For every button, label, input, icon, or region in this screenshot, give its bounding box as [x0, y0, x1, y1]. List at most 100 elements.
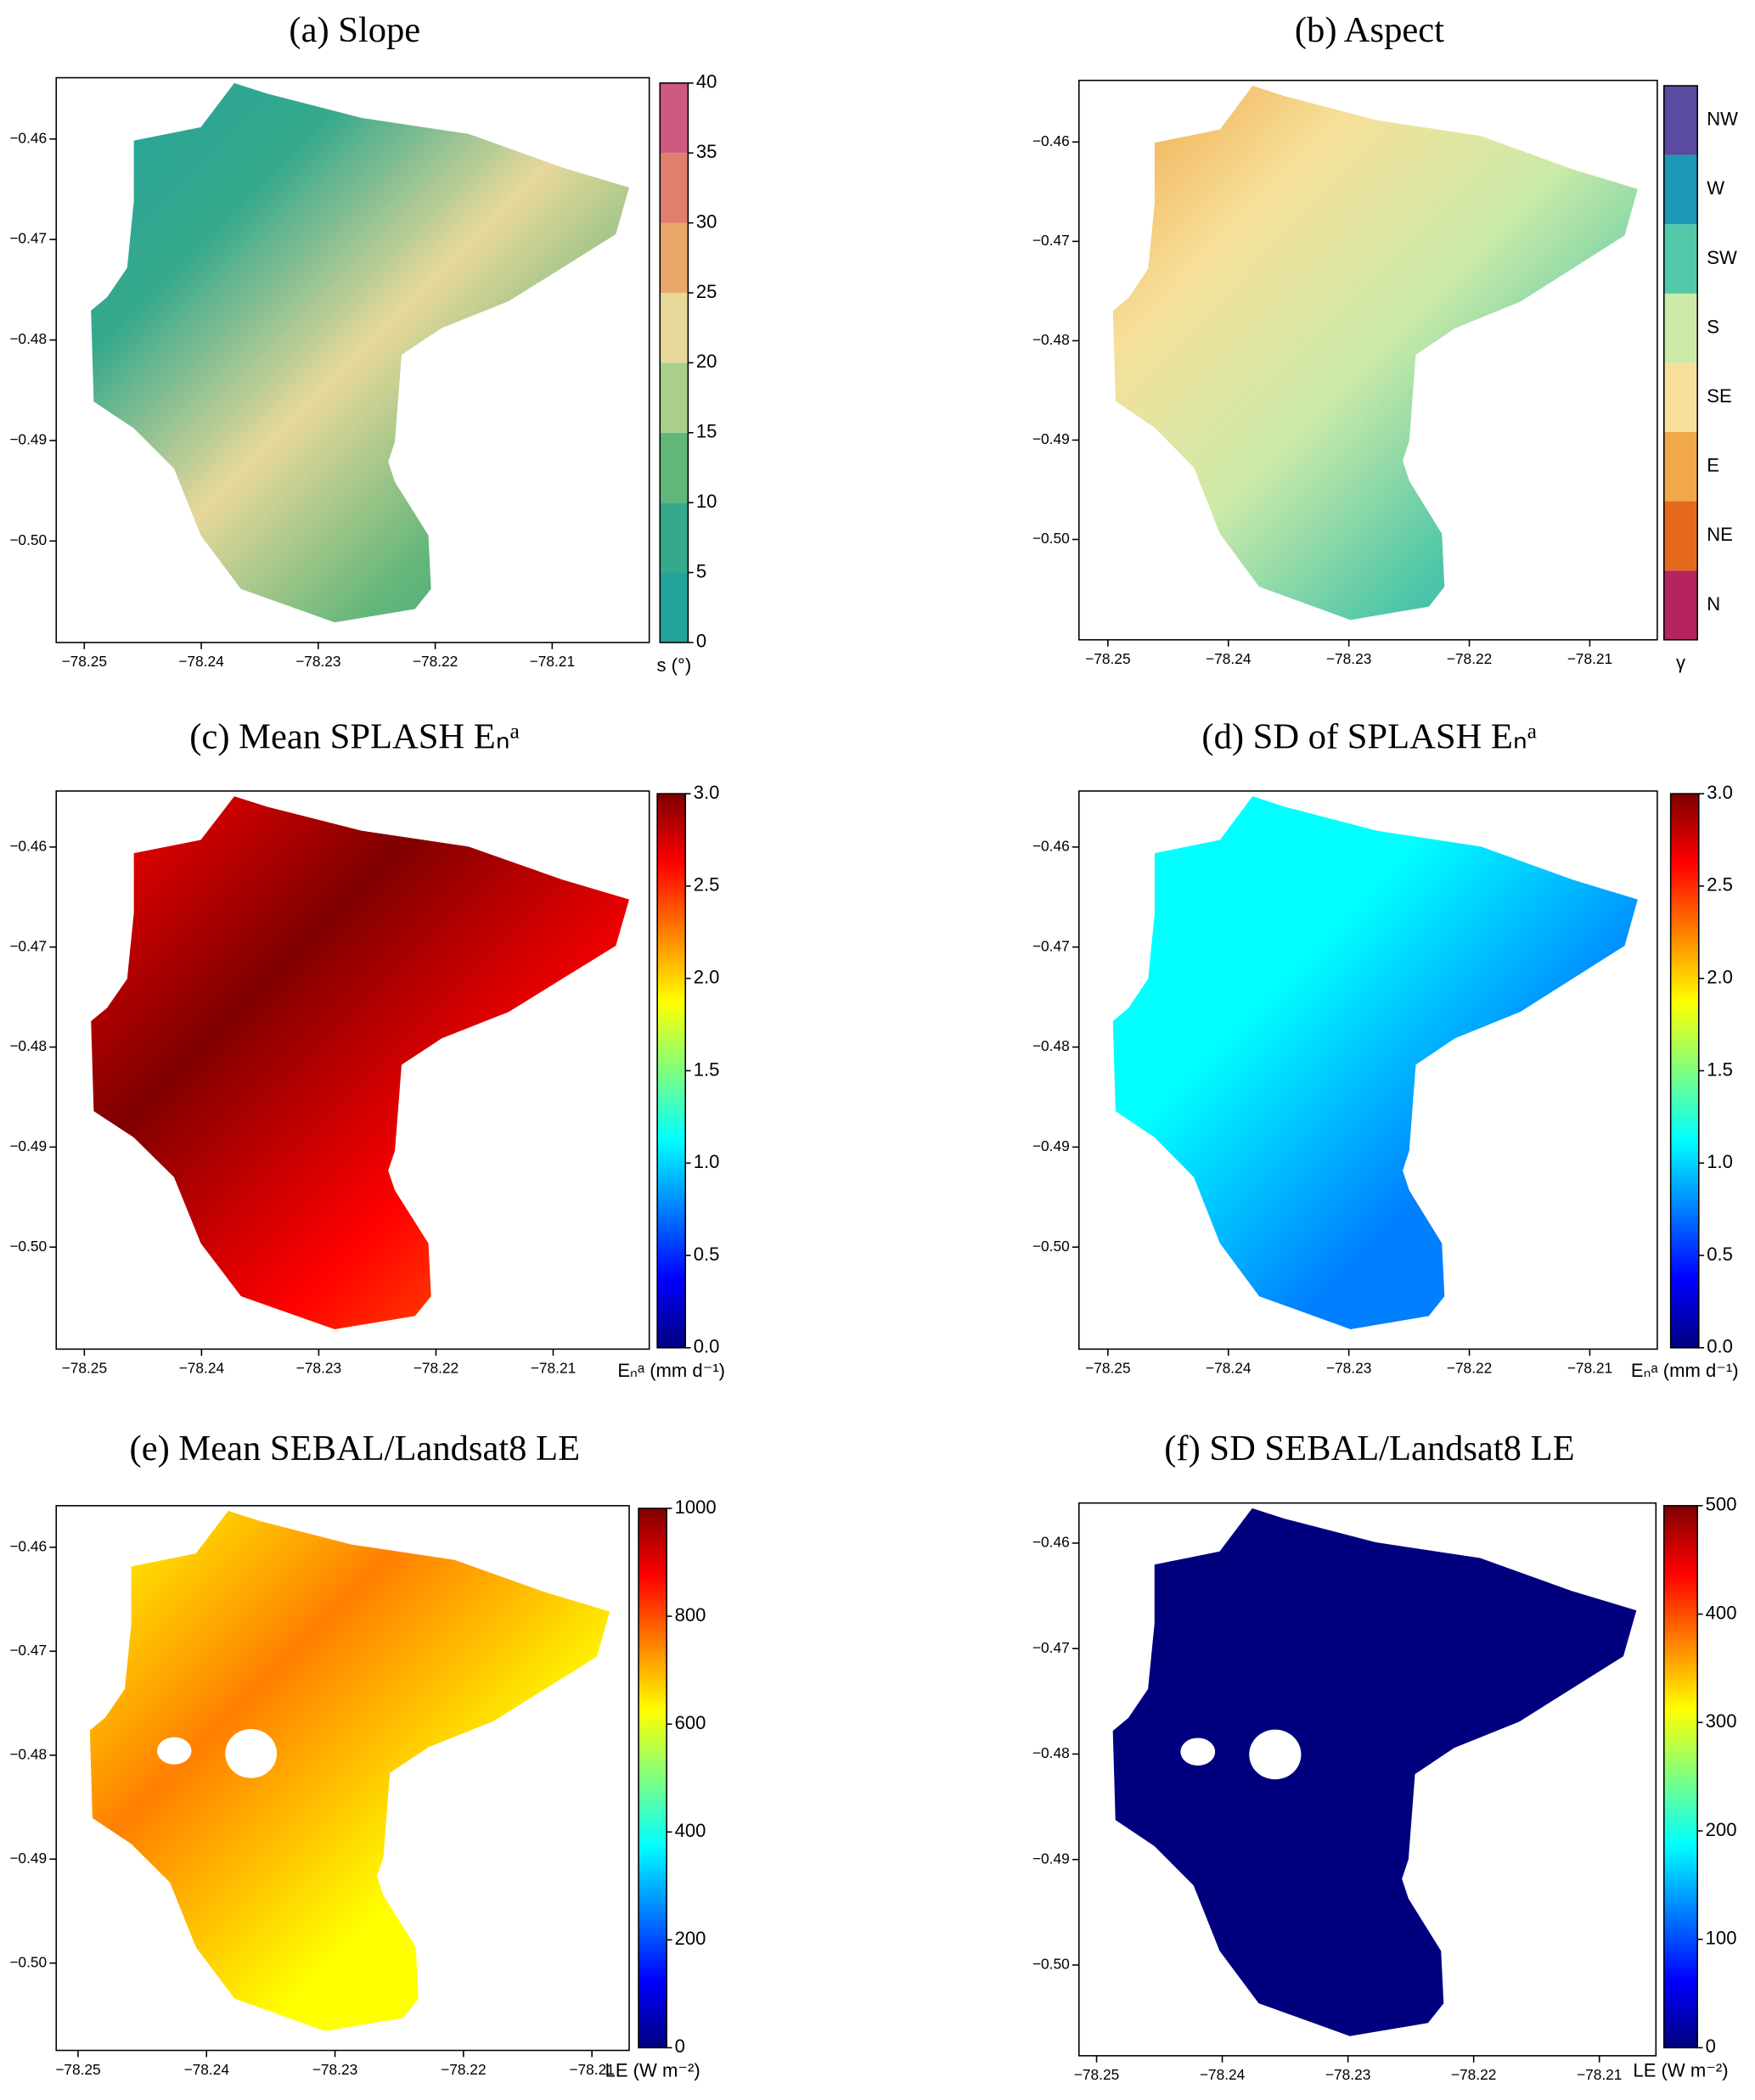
colorbar	[1663, 1505, 1698, 2048]
colorbar-category-label: S	[1707, 316, 1719, 337]
colorbar-category-label: W	[1707, 177, 1724, 199]
x-tick-label: −78.23	[1325, 2066, 1370, 2083]
y-tick-label: −0.47	[9, 1642, 47, 1659]
colorbar-tick-label: 0.0	[1707, 1336, 1733, 1357]
x-tick-label: −78.22	[413, 653, 458, 670]
y-tick-label: −0.46	[9, 1537, 47, 1554]
colorbar-swatch	[660, 222, 689, 294]
colorbar-frame	[638, 1508, 667, 2049]
y-tick-label: −0.48	[1032, 1037, 1070, 1054]
colorbar-label: Eₙᵃ (mm d⁻¹)	[1631, 1360, 1739, 1381]
colorbar-tick-label: 1.5	[694, 1058, 720, 1080]
colorbar-swatch	[660, 503, 689, 573]
colorbar-tick-label: 1000	[675, 1496, 717, 1518]
colorbar-tick-label: 400	[675, 1820, 706, 1841]
colorbar-category-label: SW	[1707, 247, 1737, 268]
x-tick-label: −78.22	[1447, 650, 1492, 667]
catchment-area	[1112, 1508, 1637, 2036]
y-tick-label: −0.50	[9, 1238, 47, 1255]
y-tick-label: −0.48	[9, 1037, 47, 1054]
catchment-area	[1112, 85, 1638, 620]
x-tick-label: −78.24	[1200, 2066, 1246, 2083]
catchment-area	[89, 1510, 610, 2031]
colorbar-tick-label: 600	[675, 1712, 706, 1733]
y-tick-label: −0.50	[1032, 530, 1070, 547]
y-tick-label: −0.50	[9, 1953, 47, 1970]
y-tick-label: −0.46	[1032, 132, 1070, 149]
colorbar-swatch	[660, 82, 689, 154]
colorbar-tick-label: 800	[675, 1604, 706, 1626]
colorbar-swatch	[660, 153, 689, 223]
colorbar-tick-label: 10	[696, 491, 717, 512]
x-tick-label: −78.23	[296, 1360, 341, 1377]
colorbar-swatch	[1663, 431, 1698, 502]
colorbar-tick-label: 40	[696, 71, 717, 93]
plot-frame	[1077, 790, 1658, 1350]
y-tick-label: −0.49	[9, 1850, 47, 1867]
x-tick-label: −78.21	[1567, 1360, 1612, 1377]
colorbar-category-label: SE	[1707, 385, 1731, 407]
colorbar-tick-label: 1.5	[1707, 1058, 1733, 1080]
y-tick-label: −0.49	[9, 1137, 47, 1154]
plot-frame	[55, 76, 650, 643]
plot-frame	[1077, 1502, 1657, 2057]
x-tick-label: −78.24	[1206, 650, 1252, 667]
panel-title: (d) SD of SPLASH Eₙᵃ	[1201, 716, 1537, 756]
x-tick-label: −78.24	[178, 653, 224, 670]
colorbar-tick-label: 0	[675, 2035, 685, 2057]
y-tick-label: −0.49	[1032, 1850, 1070, 1867]
colorbar-swatch	[1663, 293, 1698, 363]
no-data-hole	[1249, 1729, 1302, 1780]
no-data-hole	[156, 1737, 192, 1765]
colorbar-tick-label: 0.5	[1707, 1244, 1733, 1265]
x-tick-label: −78.25	[62, 653, 107, 670]
panel: (b) Aspect −78.25 −78.24 −78.23 −78.22 −78.21…	[1032, 10, 1738, 673]
colorbar	[638, 1508, 667, 2048]
colorbar-swatch	[1663, 154, 1698, 225]
x-tick-label: −78.22	[1447, 1360, 1492, 1377]
panel-title: (f) SD SEBAL/Landsat8 LE	[1164, 1429, 1574, 1468]
colorbar-tick-label: 0.0	[694, 1336, 720, 1357]
colorbar-tick-label: 35	[696, 141, 717, 162]
x-tick-label: −78.22	[413, 1360, 458, 1377]
x-tick-label: −78.21	[1567, 650, 1612, 667]
panel: (a) Slope −78.25 −78.24 −78.23 −78.22 −78.21 −…	[9, 10, 717, 676]
panel: (d) SD of SPLASH Eₙᵃ −78.25 −78.24 −78.23 −7…	[1032, 716, 1739, 1381]
catchment-area	[91, 82, 630, 623]
colorbar-tick-label: 5	[696, 560, 706, 581]
panel: (f) SD SEBAL/Landsat8 LE −78.25 −78.24 −78.…	[1032, 1429, 1737, 2083]
y-tick-label: −0.47	[1032, 232, 1070, 249]
x-tick-label: −78.24	[184, 2061, 230, 2078]
y-tick-label: −0.47	[1032, 937, 1070, 954]
colorbar	[1670, 794, 1699, 1348]
colorbar-label: s (°)	[657, 654, 692, 676]
x-tick-label: −78.25	[1074, 2066, 1119, 2083]
x-tick-label: −78.25	[1085, 1360, 1130, 1377]
x-tick-label: −78.23	[295, 653, 340, 670]
colorbar-tick-label: 1.0	[694, 1151, 720, 1172]
y-tick-label: −0.50	[9, 531, 47, 548]
y-tick-label: −0.46	[9, 837, 47, 854]
x-tick-label: −78.23	[312, 2061, 357, 2078]
colorbar-tick-label: 200	[1706, 1819, 1737, 1840]
colorbar-swatch	[660, 293, 689, 363]
no-data-hole	[1180, 1738, 1216, 1766]
plot-frame	[1077, 79, 1658, 641]
colorbar-category-label: N	[1707, 593, 1720, 615]
y-tick-label: −0.47	[1032, 1639, 1070, 1656]
plot-frame	[55, 790, 650, 1350]
x-tick-label: −78.23	[1326, 1360, 1371, 1377]
panel: (c) Mean SPLASH Eₙᵃ −78.25 −78.24 −78.23 −78…	[9, 716, 725, 1381]
x-tick-label: −78.21	[530, 653, 575, 670]
colorbar-tick-label: 2.5	[694, 874, 720, 896]
colorbar-swatch	[660, 572, 689, 643]
x-tick-label: −78.22	[1451, 2066, 1496, 2083]
y-tick-label: −0.46	[1032, 837, 1070, 854]
y-tick-label: −0.49	[9, 431, 47, 448]
colorbar-frame	[1662, 85, 1698, 641]
colorbar-label: LE (W m⁻²)	[605, 2060, 700, 2081]
colorbar-category-label: NW	[1707, 109, 1738, 130]
colorbar-tick-label: 15	[696, 421, 717, 442]
colorbar-tick-label: 300	[1706, 1710, 1737, 1732]
colorbar-swatch	[660, 362, 689, 433]
